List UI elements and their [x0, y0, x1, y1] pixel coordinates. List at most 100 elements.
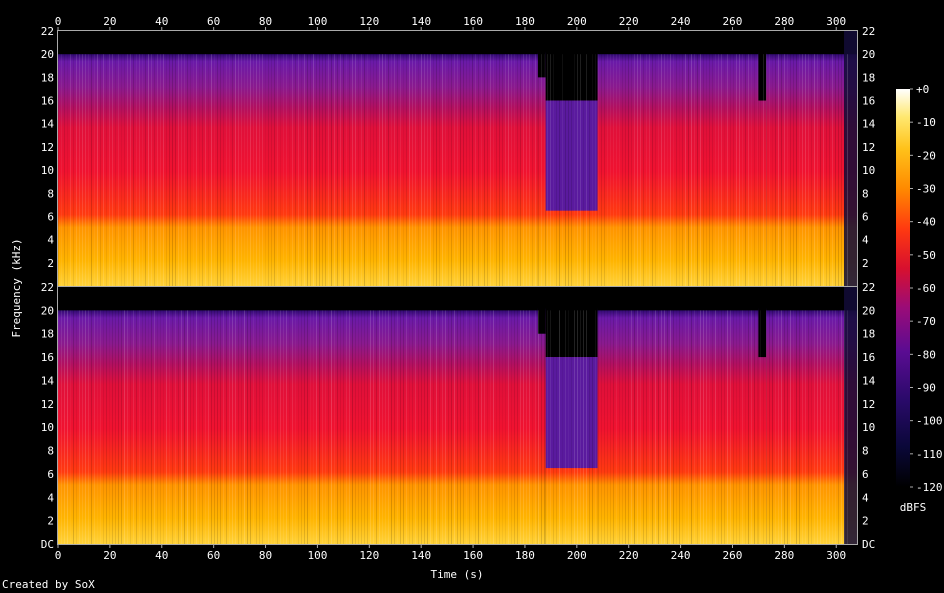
texture-line	[406, 310, 407, 544]
spectrogram-region	[766, 287, 845, 544]
texture-line	[802, 310, 803, 544]
texture-line	[130, 54, 131, 286]
texture-line	[253, 310, 254, 544]
region-fade	[844, 31, 857, 286]
texture-line	[688, 54, 689, 286]
texture-line	[640, 310, 641, 544]
spectrogram-region	[758, 287, 767, 544]
texture-line	[322, 310, 323, 544]
texture-line	[712, 54, 713, 286]
colorbar-tick-label: -60	[916, 282, 936, 295]
texture-line	[448, 310, 449, 544]
texture-line	[523, 310, 524, 544]
texture-line	[127, 54, 128, 286]
texture-line	[730, 310, 731, 544]
texture-line	[673, 54, 674, 286]
y-tick-label: 6	[862, 210, 869, 223]
texture-line	[766, 310, 767, 544]
texture-line	[568, 310, 569, 544]
texture-line	[574, 54, 575, 286]
y-tick-label: 20	[41, 304, 54, 317]
texture-line	[721, 54, 722, 286]
texture-line	[274, 54, 275, 286]
texture-line	[505, 310, 506, 544]
texture-line	[79, 310, 80, 544]
region-power	[597, 287, 759, 544]
texture-line	[325, 54, 326, 286]
y-tick-label: 16	[41, 351, 54, 364]
spectrogram-region	[545, 31, 598, 286]
texture-line	[541, 54, 542, 286]
colorbar-tick-label: -30	[916, 183, 936, 196]
texture-line	[559, 310, 560, 544]
texture-line	[838, 310, 839, 544]
texture-line	[271, 310, 272, 544]
spectrogram-region	[844, 31, 857, 286]
texture-line	[634, 54, 635, 286]
texture-line	[250, 54, 251, 286]
texture-line	[538, 310, 539, 544]
texture-line	[298, 310, 299, 544]
texture-line	[184, 310, 185, 544]
texture-line	[343, 54, 344, 286]
texture-line	[523, 54, 524, 286]
texture-line	[193, 54, 194, 286]
spectrogram-panels	[58, 31, 857, 544]
texture-line	[478, 54, 479, 286]
texture-line	[748, 310, 749, 544]
texture-line	[295, 54, 296, 286]
texture-line	[601, 310, 602, 544]
texture-line	[298, 54, 299, 286]
texture-line	[76, 310, 77, 544]
texture-line	[700, 54, 701, 286]
texture-line	[109, 54, 110, 286]
texture-line	[283, 310, 284, 544]
texture-line	[649, 54, 650, 286]
texture-line	[397, 310, 398, 544]
y-tick-label: DC	[41, 538, 54, 551]
texture-line	[127, 310, 128, 544]
texture-line	[727, 310, 728, 544]
texture-line	[478, 310, 479, 544]
texture-line	[208, 310, 209, 544]
texture-line	[307, 310, 308, 544]
texture-line	[328, 54, 329, 286]
texture-line	[190, 54, 191, 286]
texture-line	[664, 310, 665, 544]
y-axis-right: 2 4 6 8 10 12 14 16 18 20 22 DC 2 4 6 8 10 12 14 16 18 20 22	[862, 25, 876, 551]
texture-line	[475, 310, 476, 544]
texture-line	[625, 310, 626, 544]
texture-line	[694, 54, 695, 286]
y-tick-label: 8	[47, 445, 54, 458]
y-tick-label: 8	[862, 445, 869, 458]
y-tick-label: DC	[862, 538, 875, 551]
texture-line	[787, 310, 788, 544]
texture-line	[172, 54, 173, 286]
texture-line	[199, 54, 200, 286]
texture-line	[667, 310, 668, 544]
texture-line	[844, 310, 845, 544]
texture-line	[403, 54, 404, 286]
texture-line	[361, 54, 362, 286]
texture-line	[367, 54, 368, 286]
texture-line	[760, 310, 761, 544]
colorbar	[896, 89, 910, 487]
texture-line	[274, 310, 275, 544]
texture-line	[703, 310, 704, 544]
y-tick-label: 16	[41, 95, 54, 108]
texture-line	[118, 310, 119, 544]
texture-line	[739, 54, 740, 286]
y-tick-label: 4	[862, 234, 869, 247]
texture-line	[586, 310, 587, 544]
texture-line	[532, 54, 533, 286]
texture-line	[250, 310, 251, 544]
texture-line	[256, 310, 257, 544]
texture-line	[784, 310, 785, 544]
texture-line	[457, 310, 458, 544]
texture-line	[427, 54, 428, 286]
texture-line	[490, 310, 491, 544]
texture-line	[334, 310, 335, 544]
texture-line	[460, 310, 461, 544]
region-power	[537, 287, 546, 544]
